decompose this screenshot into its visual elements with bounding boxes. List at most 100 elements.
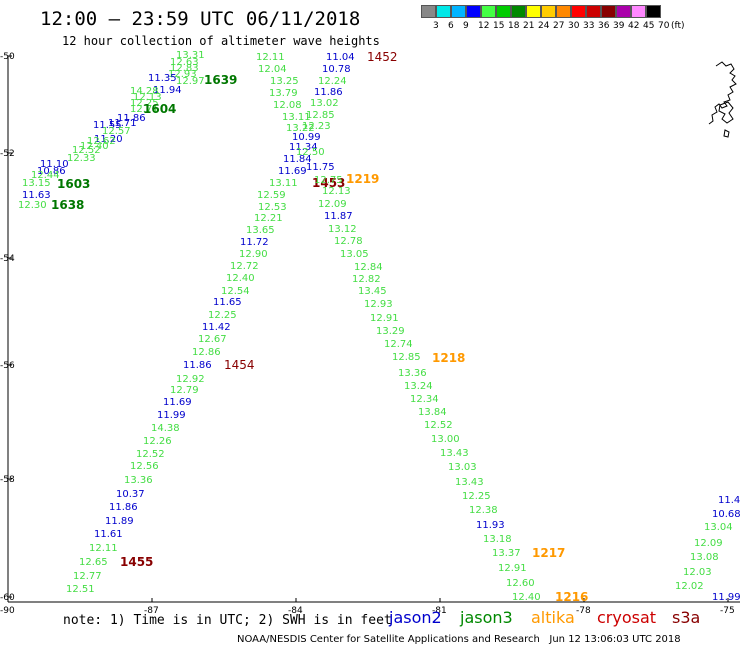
swh-value: 11.89: [105, 516, 134, 527]
swh-value: 12.91: [498, 563, 527, 574]
swh-value: 11.86: [183, 360, 212, 371]
x-tick-label: -90: [0, 606, 15, 616]
swh-value: 13.25: [270, 76, 299, 87]
swh-value: 13.02: [310, 98, 339, 109]
swh-value: 13.79: [269, 88, 298, 99]
scale-swatch: [631, 5, 646, 18]
swh-value: 12.40: [512, 592, 541, 603]
pass-time-label: 1603: [57, 177, 90, 191]
scale-label: 18: [508, 21, 520, 31]
legend-jason2: jason2: [389, 608, 442, 627]
swh-value: 12.40: [80, 141, 109, 152]
swh-value: 11.72: [240, 237, 269, 248]
x-tick-label: -81: [432, 606, 447, 616]
scale-swatch: [571, 5, 586, 18]
swh-value: 13.12: [328, 224, 357, 235]
y-tick-label: -58: [0, 475, 15, 485]
swh-value: 11.65: [213, 297, 242, 308]
scale-swatch: [481, 5, 496, 18]
scale-label: 39: [613, 21, 625, 31]
scale-label: 24: [538, 21, 550, 31]
swh-value: 11.4: [718, 495, 740, 506]
swh-value: 12.59: [257, 190, 286, 201]
swh-value: 12.78: [334, 236, 363, 247]
pass-time-label: 1638: [51, 198, 84, 212]
swh-value: 10.68: [712, 509, 740, 520]
scale-label: 3: [433, 21, 439, 31]
swh-value: 12.85: [392, 352, 421, 363]
map-subtitle: 12 hour collection of altimeter wave hei…: [62, 34, 380, 48]
swh-value: 11.75: [306, 162, 335, 173]
swh-value: 13.84: [418, 407, 447, 418]
swh-value: 12.02: [675, 581, 704, 592]
scale-label: 9: [463, 21, 469, 31]
swh-value: 12.93: [364, 299, 393, 310]
swh-value: 13.15: [22, 178, 51, 189]
swh-value: 12.82: [352, 274, 381, 285]
pass-time-label: 1604: [143, 102, 176, 116]
swh-value: 13.08: [690, 552, 719, 563]
swh-value: 12.33: [67, 153, 96, 164]
y-tick-label: -54: [0, 254, 15, 264]
scale-swatch: [436, 5, 451, 18]
swh-value: 12.50: [296, 147, 325, 158]
swh-value: 13.03: [448, 462, 477, 473]
swh-value: 13.31: [176, 50, 205, 61]
swh-value: 10.37: [116, 489, 145, 500]
scale-label: 27: [553, 21, 565, 31]
swh-value: 11.86: [109, 502, 138, 513]
swh-value: 13.04: [704, 522, 733, 533]
island-outline: [723, 129, 730, 138]
scale-label: 36: [598, 21, 610, 31]
swh-value: 12.26: [143, 436, 172, 447]
swh-value: 11.86: [117, 113, 146, 124]
swh-value: 12.23: [302, 121, 331, 132]
scale-label: 6: [448, 21, 454, 31]
swh-value: 12.84: [354, 262, 383, 273]
swh-value: 12.62: [87, 136, 116, 147]
swh-value: 12.53: [258, 202, 287, 213]
swh-value: 13.18: [483, 534, 512, 545]
swh-value: 12.54: [221, 286, 250, 297]
legend-altika: altika: [531, 608, 575, 627]
pass-time-label: 1216: [555, 590, 588, 604]
swh-value: 11.42: [202, 322, 231, 333]
x-tick-label: -78: [576, 606, 591, 616]
coastline: [708, 61, 737, 125]
scale-swatch: [616, 5, 631, 18]
swh-value: 12.57: [102, 126, 131, 137]
scale-swatch: [541, 5, 556, 18]
swh-value: 14.28: [130, 86, 159, 97]
pass-time-label: 1217: [532, 546, 565, 560]
swh-value: 12.86: [192, 347, 221, 358]
swh-value: 11.84: [283, 154, 312, 165]
swh-value: 11.99: [712, 592, 740, 603]
swh-value: 11.86: [314, 87, 343, 98]
scale-swatch: [556, 5, 571, 18]
swh-value: 13.00: [431, 434, 460, 445]
swh-value: 12.56: [130, 461, 159, 472]
swh-value: 13.22: [286, 123, 315, 134]
color-scale: [421, 5, 661, 18]
pass-time-label: 1218: [432, 351, 465, 365]
swh-value: 10.78: [322, 64, 351, 75]
swh-value: 13.43: [440, 448, 469, 459]
swh-value: 13.37: [492, 548, 521, 559]
scale-swatch: [511, 5, 526, 18]
scale-label: 21: [523, 21, 535, 31]
swh-value: 12.30: [18, 200, 47, 211]
swh-value: 12.13: [322, 186, 351, 197]
swh-value: 11.69: [163, 397, 192, 408]
swh-value: 12.60: [506, 578, 535, 589]
scale-swatch: [421, 5, 436, 18]
swh-value: 12.83: [170, 63, 199, 74]
swh-value: 11.93: [476, 520, 505, 531]
island-outline: [718, 101, 734, 124]
x-tick-label: -75: [720, 606, 735, 616]
swh-value: 12.67: [198, 334, 227, 345]
swh-value: 12.74: [384, 339, 413, 350]
scale-label: 12: [478, 21, 490, 31]
swh-value: 12.71: [130, 104, 159, 115]
swh-value: 11.55: [93, 120, 122, 131]
swh-value: 12.03: [683, 567, 712, 578]
